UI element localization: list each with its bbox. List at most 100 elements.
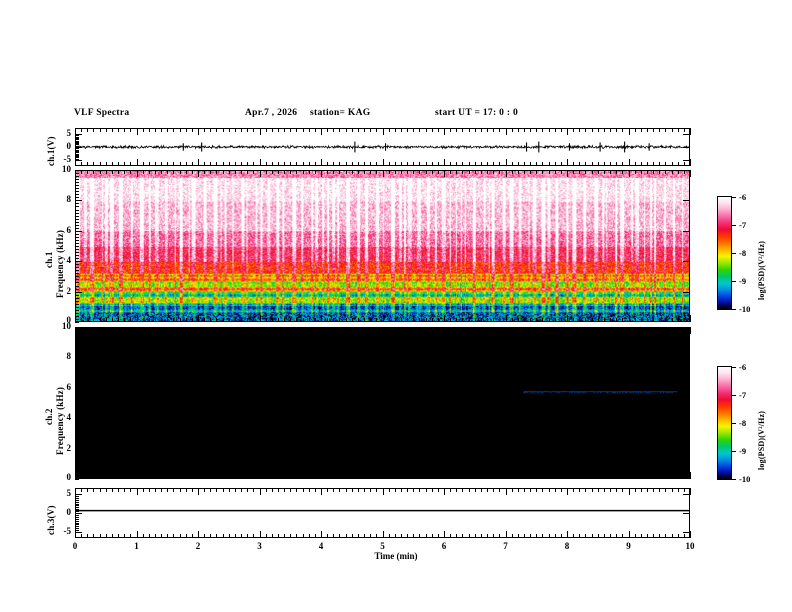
station-label: station= KAG <box>310 108 371 118</box>
x-tick <box>271 488 273 492</box>
x-tick <box>333 318 335 322</box>
x-tick <box>173 534 175 538</box>
x-tick <box>450 327 452 331</box>
y-tick-minor <box>75 154 79 156</box>
x-tick <box>523 475 525 479</box>
x-tick <box>437 170 439 174</box>
x-tick <box>124 128 126 132</box>
x-tick <box>191 475 193 479</box>
x-tick <box>370 327 372 331</box>
x-tick <box>198 315 199 322</box>
x-tick <box>407 327 409 331</box>
x-tick <box>277 475 279 479</box>
y-tick-minor <box>75 148 79 150</box>
y-tick-minor <box>75 442 79 444</box>
x-tick <box>573 488 575 492</box>
y-tick-minor <box>75 143 79 145</box>
y-tick-minor <box>75 191 79 193</box>
x-tick <box>296 128 298 132</box>
x-tick <box>394 475 396 479</box>
x-tick <box>351 475 353 479</box>
x-tick <box>161 475 163 479</box>
x-tick <box>425 170 427 174</box>
ch2-freq-tick-label: 6 <box>66 381 72 392</box>
y-tick-minor <box>75 505 79 507</box>
y-tick-minor <box>75 403 79 404</box>
x-tick <box>277 162 279 166</box>
x-tick <box>511 318 513 322</box>
colorbar-tick <box>731 395 736 396</box>
x-tick <box>93 128 95 132</box>
x-tick <box>677 534 679 538</box>
y-tick-minor <box>75 158 79 160</box>
x-tick <box>253 488 255 492</box>
y-tick-minor <box>75 396 79 398</box>
x-tick <box>560 488 562 492</box>
x-tick <box>517 534 519 538</box>
x-tick <box>222 162 224 166</box>
x-tick <box>456 162 458 166</box>
x-tick <box>118 534 120 538</box>
x-tick <box>333 534 335 538</box>
x-tick <box>505 488 507 495</box>
y-tick-minor <box>75 348 79 350</box>
x-tick <box>622 488 624 492</box>
x-tick <box>265 488 267 492</box>
x-tick <box>351 534 353 538</box>
x-tick <box>136 159 138 166</box>
observation-date: Apr.7 , 2026 <box>245 108 298 118</box>
x-tick <box>284 475 286 479</box>
y-tick-minor <box>75 285 79 287</box>
x-tick <box>247 534 249 538</box>
x-tick <box>382 327 384 334</box>
ch1-wave-tick-label: -5 <box>63 154 72 164</box>
x-tick <box>437 488 439 492</box>
y-tick-minor <box>75 466 79 468</box>
y-tick-minor <box>75 460 79 462</box>
x-tick <box>628 170 630 177</box>
x-tick <box>136 327 138 334</box>
x-tick <box>585 534 587 538</box>
x-tick <box>665 128 667 132</box>
x-tick <box>499 128 501 132</box>
x-tick <box>585 318 587 322</box>
x-tick <box>142 534 144 538</box>
x-tick <box>610 327 612 331</box>
x-tick <box>493 488 495 492</box>
y-tick-minor <box>75 136 79 138</box>
y-tick-minor <box>75 412 79 414</box>
x-tick <box>228 128 230 132</box>
x-tick <box>364 488 366 492</box>
x-tick <box>167 318 169 322</box>
x-tick <box>683 327 685 331</box>
x-tick <box>554 327 556 331</box>
x-tick <box>690 159 691 166</box>
x-tick <box>241 170 243 174</box>
y-tick-minor <box>75 479 79 480</box>
y-tick <box>683 387 690 389</box>
x-tick <box>653 170 655 174</box>
x-tick-label: 4 <box>318 541 324 551</box>
x-tick <box>456 475 458 479</box>
x-tick <box>265 318 267 322</box>
x-tick <box>659 162 661 166</box>
x-tick <box>376 488 378 492</box>
y-tick-minor <box>75 227 79 229</box>
x-tick <box>179 488 181 492</box>
x-tick <box>284 128 286 132</box>
x-tick <box>118 318 120 322</box>
x-tick <box>81 534 83 538</box>
x-tick <box>130 534 132 538</box>
x-tick <box>333 475 335 479</box>
x-tick <box>517 488 519 492</box>
colorbar-tick <box>731 309 736 310</box>
x-tick <box>284 488 286 492</box>
x-tick <box>419 128 421 132</box>
ch1-freq-tick-label: 2 <box>66 285 72 296</box>
x-tick <box>191 327 193 331</box>
x-tick <box>247 488 249 492</box>
x-tick <box>179 327 181 331</box>
x-axis-title: Time (min) <box>374 551 418 561</box>
x-tick <box>388 170 390 174</box>
y-tick-minor <box>75 528 79 530</box>
